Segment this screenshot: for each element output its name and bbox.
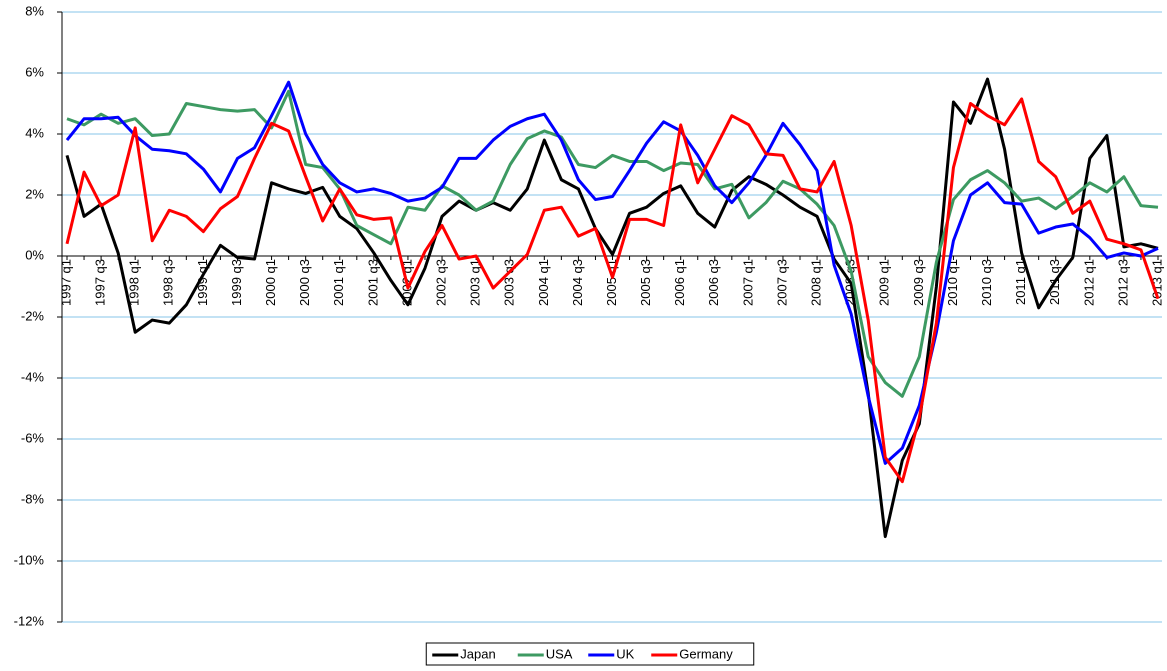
y-tick-label: -8% [21, 491, 45, 506]
x-tick-label: 1997 q3 [93, 259, 108, 306]
series-line [65, 80, 1159, 465]
y-tick-label: 4% [25, 125, 44, 140]
x-tick-label: 2003 q1 [468, 259, 483, 306]
y-tick-label: 6% [25, 64, 44, 79]
x-tick-label: 2004 q1 [536, 259, 551, 306]
y-tick-label: 2% [25, 186, 44, 201]
y-tick-label: 8% [25, 3, 44, 18]
y-tick-label: 0% [25, 247, 44, 262]
x-tick-label: 2009 q1 [877, 259, 892, 306]
series-line [65, 77, 1159, 539]
y-tick-label: -12% [14, 613, 45, 628]
y-tick-label: -2% [21, 308, 45, 323]
x-tick-label: 2010 q3 [979, 259, 994, 306]
x-tick-label: 2001 q3 [365, 259, 380, 306]
legend-label: Germany [679, 646, 733, 661]
x-tick-label: 2005 q3 [638, 259, 653, 306]
x-tick-label: 2004 q3 [570, 259, 585, 306]
x-tick-label: 2011 q1 [1013, 259, 1028, 305]
series-line [65, 97, 1160, 484]
legend-label: UK [616, 646, 634, 661]
x-tick-label: 1998 q3 [161, 259, 176, 306]
x-tick-label: 2000 q3 [297, 259, 312, 306]
y-tick-label: -4% [21, 369, 45, 384]
legend-label: Japan [460, 646, 495, 661]
x-tick-label: 2008 q1 [809, 259, 824, 306]
x-tick-label: 2000 q1 [263, 259, 278, 306]
legend-label: USA [546, 646, 573, 661]
legend: Japan USA UK Germany [425, 642, 755, 666]
x-tick-label: 2012 q3 [1115, 259, 1130, 306]
x-tick-label: 2003 q3 [502, 259, 517, 306]
x-tick-label: 2006 q3 [706, 259, 721, 306]
x-tick-label: 2009 q3 [911, 259, 926, 306]
x-tick-label: 2012 q1 [1081, 259, 1096, 306]
x-tick-label: 2006 q1 [672, 259, 687, 306]
x-tick-label: 1997 q1 [58, 259, 73, 306]
x-tick-label: 1998 q1 [127, 259, 142, 306]
series-line [66, 89, 1159, 398]
x-tick-label: 2007 q3 [774, 259, 789, 306]
y-tick-label: -6% [21, 430, 45, 445]
x-tick-label: 2007 q1 [740, 259, 755, 306]
x-tick-label: 1999 q3 [229, 259, 244, 306]
x-tick-label: 2001 q1 [331, 259, 346, 306]
x-tick-label: 2002 q3 [433, 259, 448, 306]
x-tick-label: 2013 q1 [1149, 259, 1164, 306]
y-tick-label: -10% [14, 552, 45, 567]
